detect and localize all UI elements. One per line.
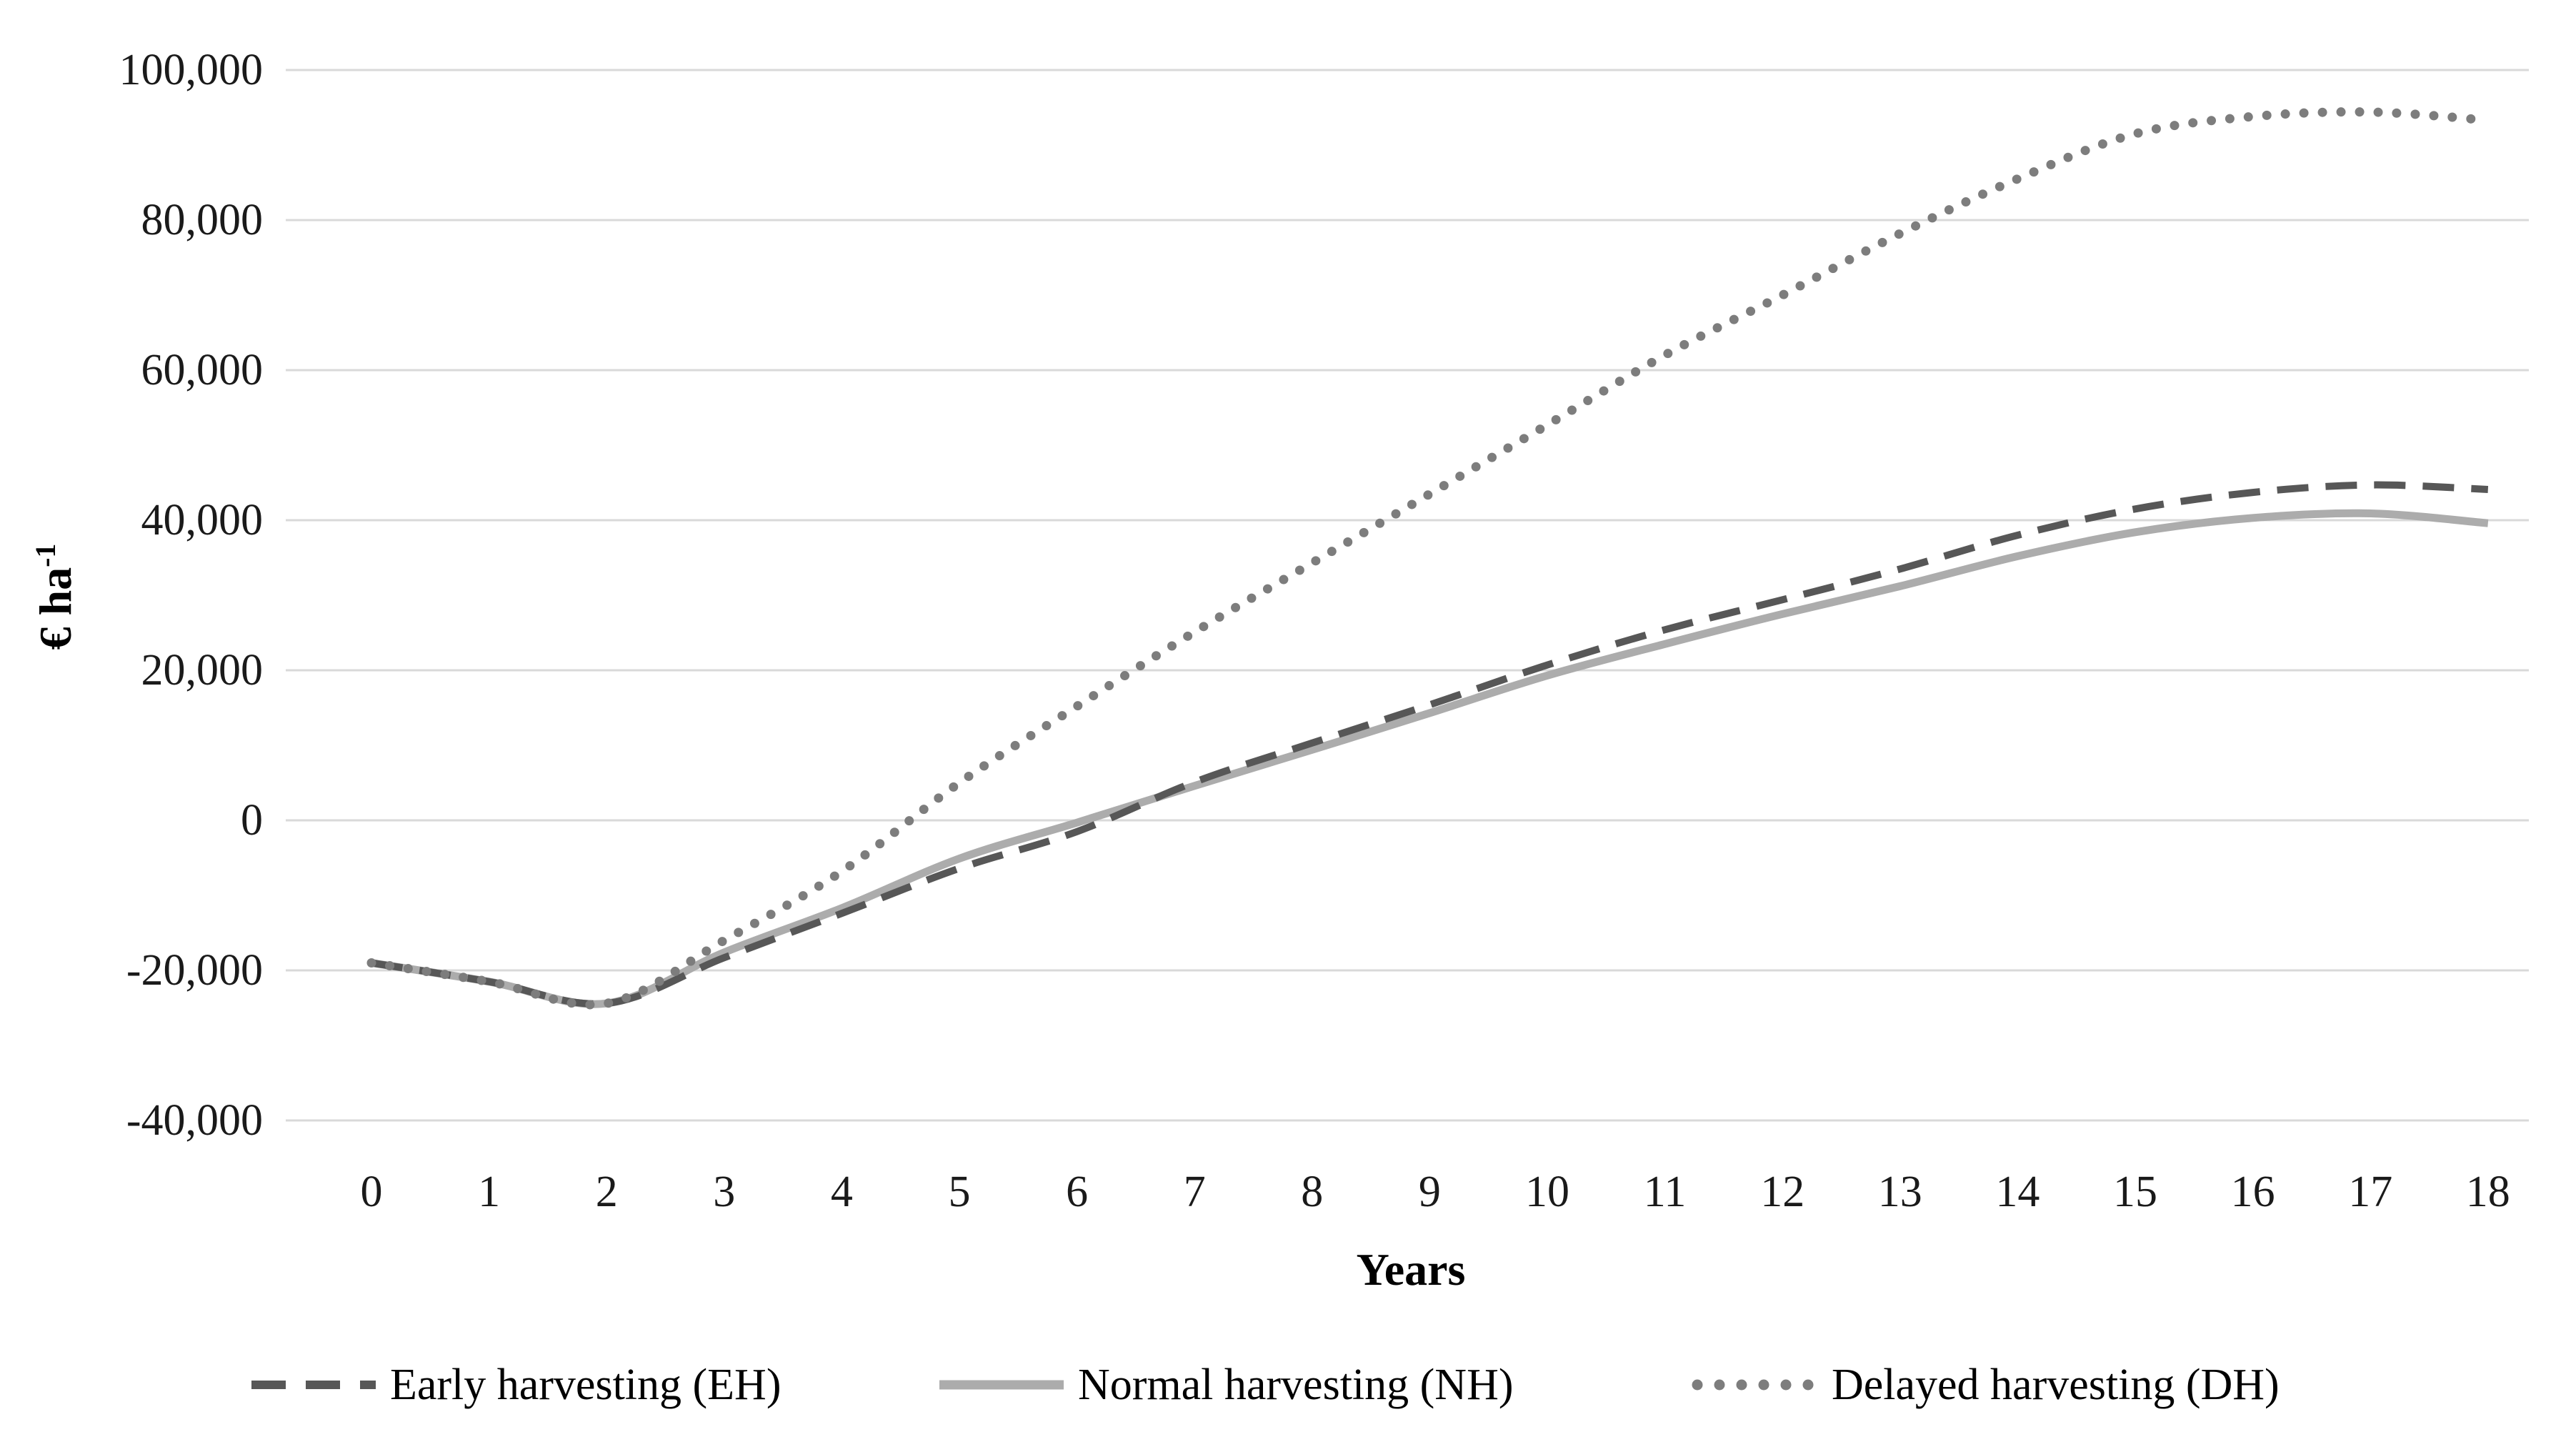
x-tick-label: 9 [1419, 1168, 1441, 1216]
x-tick-label: 14 [1995, 1168, 2040, 1216]
y-tick-label: -40,000 [126, 1096, 263, 1145]
y-axis-tick-labels: 100,000 80,000 60,000 40,000 20,000 0 -20,000 -… [119, 46, 264, 1145]
y-tick-label: 60,000 [141, 346, 264, 394]
legend-label: Normal harvesting (NH) [1078, 1360, 1514, 1409]
x-tick-label: 18 [2466, 1168, 2510, 1216]
series-line-normal-harvesting-nh [371, 509, 2489, 1008]
y-tick-label: 80,000 [141, 196, 264, 244]
x-tick-label: 16 [2231, 1168, 2275, 1216]
x-tick-label: 3 [713, 1168, 735, 1216]
y-tick-label: -20,000 [126, 946, 263, 995]
x-tick-label: 13 [1878, 1168, 1922, 1216]
y-tick-label: 40,000 [141, 496, 264, 544]
x-tick-label: 12 [1760, 1168, 1804, 1216]
plot-area [366, 107, 2493, 1010]
x-tick-label: 0 [361, 1168, 383, 1216]
x-tick-label: 1 [478, 1168, 500, 1216]
x-tick-label: 4 [831, 1168, 853, 1216]
legend-item-normal-harvesting: Normal harvesting (NH) [938, 1356, 1514, 1413]
y-axis-title: € ha-1 [29, 544, 82, 650]
series-line-delayed-harvesting-dh [366, 107, 2493, 1010]
legend-item-early-harvesting: Early harvesting (EH) [250, 1356, 781, 1413]
solid-line-swatch-icon [939, 1380, 1064, 1390]
legend-label: Delayed harvesting (DH) [1832, 1360, 2280, 1409]
gridlines-group [286, 69, 2529, 1122]
legend: Early harvesting (EH) Normal harvesting … [0, 1356, 2576, 1413]
y-axis-title-text: € ha [30, 567, 81, 650]
x-tick-label: 6 [1066, 1168, 1088, 1216]
x-tick-label: 17 [2348, 1168, 2392, 1216]
y-axis-title-exponent: -1 [29, 543, 61, 567]
y-tick-label: 20,000 [141, 646, 264, 695]
dashed-line-swatch-icon [251, 1381, 376, 1389]
x-tick-label: 11 [1644, 1168, 1687, 1216]
x-tick-label: 15 [2113, 1168, 2157, 1216]
x-axis-tick-labels: 0 1 2 3 4 5 6 7 8 9 10 11 12 13 14 15 16 17 18 [361, 1168, 2510, 1216]
series-line-early-harvesting-eh [371, 481, 2489, 1008]
x-tick-label: 10 [1525, 1168, 1569, 1216]
dotted-line-swatch-icon [1692, 1379, 1819, 1391]
y-tick-label: 0 [241, 796, 263, 845]
x-tick-label: 5 [949, 1168, 971, 1216]
x-tick-label: 8 [1301, 1168, 1323, 1216]
legend-label: Early harvesting (EH) [390, 1360, 782, 1409]
x-tick-label: 7 [1184, 1168, 1206, 1216]
x-axis-title: Years [1357, 1244, 1466, 1295]
y-tick-label: 100,000 [119, 46, 264, 94]
x-tick-label: 2 [596, 1168, 618, 1216]
legend-item-delayed-harvesting: Delayed harvesting (DH) [1692, 1356, 2280, 1413]
